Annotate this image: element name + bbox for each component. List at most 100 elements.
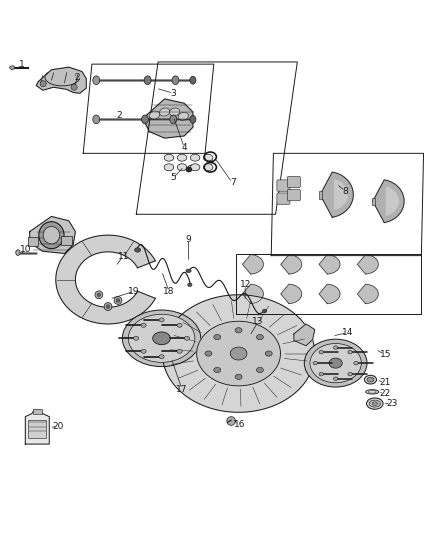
Ellipse shape — [164, 154, 174, 161]
Bar — [33, 409, 42, 414]
Polygon shape — [357, 255, 378, 274]
Text: 7: 7 — [230, 178, 236, 187]
Ellipse shape — [367, 377, 374, 382]
FancyBboxPatch shape — [277, 193, 290, 204]
Polygon shape — [335, 180, 347, 209]
FancyBboxPatch shape — [287, 189, 300, 201]
Circle shape — [95, 291, 103, 298]
Text: 2: 2 — [116, 110, 122, 119]
Text: 3: 3 — [170, 89, 176, 98]
Text: 15: 15 — [379, 350, 391, 359]
Ellipse shape — [122, 310, 201, 367]
Ellipse shape — [43, 227, 60, 244]
Polygon shape — [281, 284, 302, 304]
Circle shape — [106, 305, 110, 308]
Text: 14: 14 — [342, 328, 353, 337]
Ellipse shape — [256, 335, 263, 340]
Text: 12: 12 — [240, 280, 252, 289]
Ellipse shape — [164, 164, 174, 171]
Ellipse shape — [367, 398, 383, 409]
Ellipse shape — [190, 116, 196, 123]
Circle shape — [114, 296, 122, 304]
Text: 2: 2 — [75, 73, 80, 82]
Text: 6: 6 — [187, 165, 192, 174]
Text: 10: 10 — [20, 246, 31, 254]
Text: 18: 18 — [163, 287, 175, 296]
Polygon shape — [386, 187, 399, 215]
Polygon shape — [243, 284, 263, 304]
Ellipse shape — [178, 112, 188, 120]
Ellipse shape — [170, 108, 180, 116]
Ellipse shape — [190, 164, 200, 171]
Ellipse shape — [319, 373, 323, 376]
Ellipse shape — [256, 367, 263, 373]
Polygon shape — [373, 180, 404, 223]
Ellipse shape — [159, 355, 164, 359]
Circle shape — [104, 303, 112, 310]
Ellipse shape — [304, 339, 367, 387]
Ellipse shape — [369, 400, 381, 407]
Polygon shape — [30, 216, 75, 254]
Ellipse shape — [93, 76, 100, 85]
Ellipse shape — [313, 361, 318, 365]
Polygon shape — [294, 324, 315, 346]
Circle shape — [71, 84, 77, 90]
Ellipse shape — [134, 336, 139, 340]
Ellipse shape — [214, 335, 221, 340]
Text: 23: 23 — [386, 399, 397, 408]
Polygon shape — [162, 295, 315, 413]
Ellipse shape — [153, 332, 170, 345]
Bar — [28, 420, 46, 439]
Polygon shape — [143, 99, 193, 138]
Ellipse shape — [372, 402, 378, 405]
Bar — [28, 237, 39, 246]
Circle shape — [186, 167, 191, 172]
Ellipse shape — [187, 283, 192, 287]
FancyBboxPatch shape — [287, 176, 300, 188]
Bar — [319, 191, 322, 198]
Ellipse shape — [265, 351, 272, 356]
Text: 5: 5 — [170, 173, 176, 182]
Ellipse shape — [177, 164, 187, 171]
Ellipse shape — [203, 164, 213, 171]
Ellipse shape — [230, 347, 247, 360]
Polygon shape — [320, 172, 353, 217]
Ellipse shape — [177, 349, 182, 353]
Bar — [371, 198, 374, 205]
Ellipse shape — [159, 108, 170, 116]
Ellipse shape — [364, 375, 377, 384]
Ellipse shape — [177, 324, 182, 327]
Ellipse shape — [141, 115, 148, 124]
Ellipse shape — [134, 248, 141, 252]
Text: 11: 11 — [117, 252, 129, 261]
Ellipse shape — [190, 154, 200, 161]
Ellipse shape — [184, 336, 190, 340]
Ellipse shape — [235, 374, 242, 379]
Circle shape — [97, 293, 101, 296]
Ellipse shape — [319, 350, 323, 354]
Polygon shape — [56, 235, 155, 324]
Ellipse shape — [310, 343, 361, 383]
Text: 17: 17 — [176, 385, 188, 394]
Polygon shape — [36, 67, 86, 93]
Ellipse shape — [149, 111, 160, 119]
Text: 21: 21 — [380, 378, 391, 387]
Polygon shape — [357, 284, 378, 304]
Text: 8: 8 — [343, 187, 348, 196]
Ellipse shape — [141, 349, 146, 353]
Ellipse shape — [170, 115, 177, 124]
Ellipse shape — [329, 358, 342, 368]
Ellipse shape — [177, 154, 187, 161]
Ellipse shape — [366, 390, 379, 394]
Ellipse shape — [190, 76, 196, 84]
Polygon shape — [25, 410, 49, 444]
Text: 1: 1 — [19, 60, 25, 69]
Ellipse shape — [205, 351, 212, 356]
Ellipse shape — [39, 222, 64, 249]
Text: 4: 4 — [181, 143, 187, 152]
Circle shape — [40, 80, 46, 87]
Ellipse shape — [172, 76, 179, 85]
Text: 19: 19 — [128, 287, 140, 296]
Text: 22: 22 — [380, 389, 391, 398]
Ellipse shape — [333, 346, 338, 349]
